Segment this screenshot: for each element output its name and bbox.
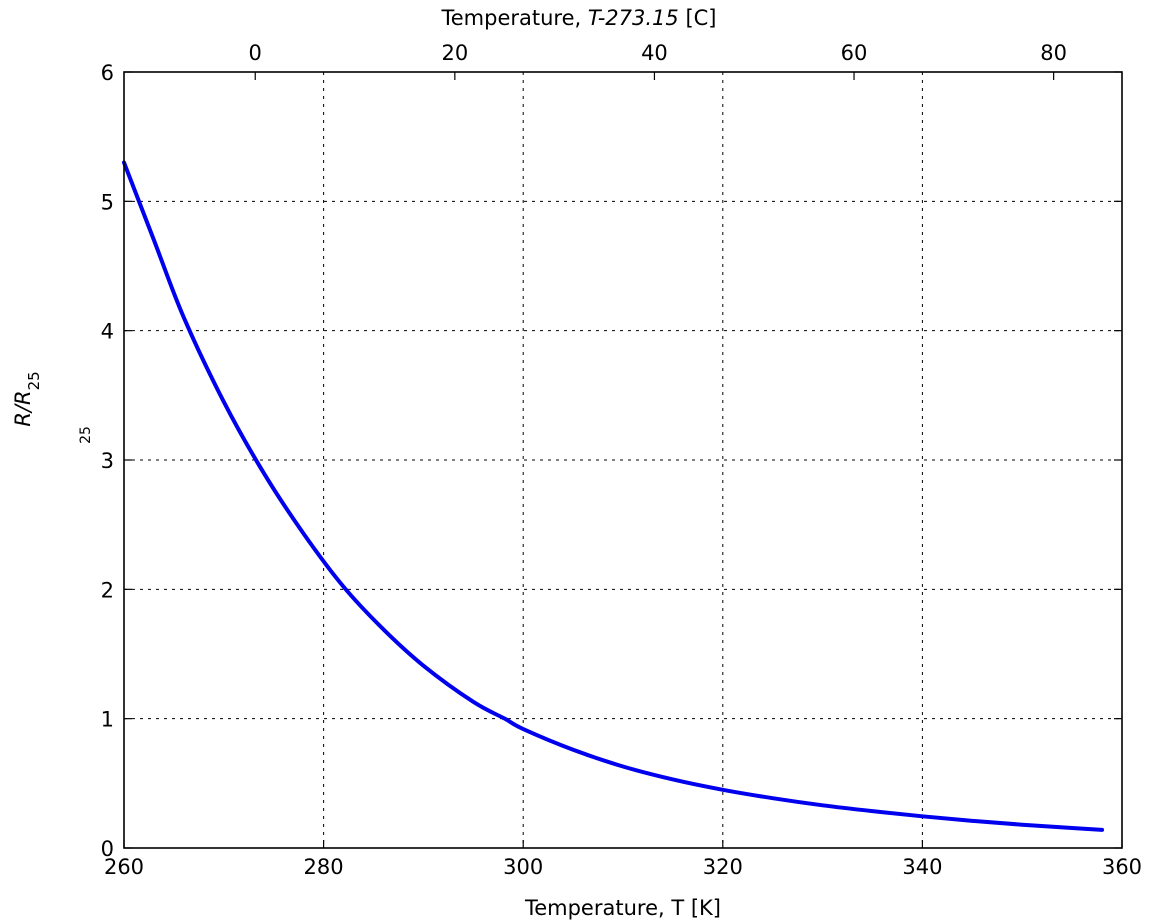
top-x-tick-label: 80 bbox=[1040, 41, 1067, 65]
x-tick-label: 340 bbox=[902, 855, 942, 879]
top-x-tick-label: 0 bbox=[249, 41, 262, 65]
x-tick-label: 300 bbox=[503, 855, 543, 879]
y-tick-label: 4 bbox=[101, 320, 114, 344]
top-x-tick-label: 40 bbox=[641, 41, 668, 65]
y-axis-label: R/R25 bbox=[11, 371, 43, 426]
y-tick-label: 5 bbox=[101, 190, 114, 214]
grid-lines bbox=[124, 72, 1122, 848]
plot-frame bbox=[123, 71, 1123, 849]
y-tick-label: 0 bbox=[101, 837, 114, 861]
x-tick-label: 320 bbox=[703, 855, 743, 879]
top-x-tick-label: 20 bbox=[441, 41, 468, 65]
tick-labels: 260 280 300 320 340 360 0 20 40 60 80 0 1 2 3 4 5 6 bbox=[101, 41, 1142, 879]
y-axis-extra-label: 25 bbox=[78, 426, 94, 444]
x-tick-label: 360 bbox=[1102, 855, 1142, 879]
data-series bbox=[122, 160, 1105, 832]
y-tick-label: 6 bbox=[101, 61, 114, 85]
y-axis-label-subscript: 25 bbox=[25, 371, 43, 390]
top-x-axis-label-suffix: [C] bbox=[679, 6, 717, 30]
x-tick-label: 260 bbox=[104, 855, 144, 879]
x-axis-label: Temperature, T [K] bbox=[524, 896, 721, 920]
top-x-tick-label: 60 bbox=[841, 41, 868, 65]
y-tick-label: 3 bbox=[101, 449, 114, 473]
y-axis-label-group: R/R25 bbox=[11, 371, 43, 426]
axis-ticks bbox=[123, 71, 1123, 849]
y-axis-label-main: R/R bbox=[11, 390, 35, 426]
series-line bbox=[122, 160, 1105, 832]
y-tick-label: 1 bbox=[101, 708, 114, 732]
y-axis-extra-label-group: 25 bbox=[78, 426, 94, 444]
top-x-axis-label: Temperature, T-273.15 [C] bbox=[441, 6, 717, 30]
top-x-axis-label-italic: T-273.15 bbox=[588, 6, 679, 30]
top-x-axis-label-prefix: Temperature, bbox=[441, 6, 588, 30]
x-tick-label: 280 bbox=[304, 855, 344, 879]
y-tick-label: 2 bbox=[101, 578, 114, 602]
